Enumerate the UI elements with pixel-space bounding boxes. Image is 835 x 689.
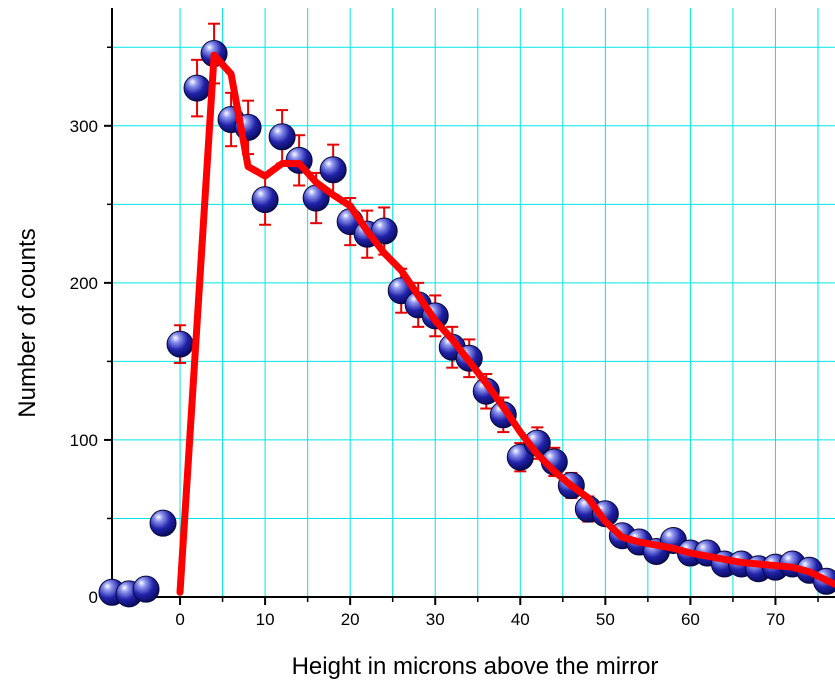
y-tick-label: 100 bbox=[70, 431, 98, 450]
data-point bbox=[268, 123, 296, 151]
x-tick-label: 60 bbox=[681, 610, 700, 629]
fit-line-layer bbox=[176, 51, 835, 596]
fit-line bbox=[176, 51, 835, 596]
data-point bbox=[183, 74, 211, 102]
x-axis-title: Height in microns above the mirror bbox=[292, 653, 659, 680]
x-tick-label: 40 bbox=[511, 610, 530, 629]
data-points bbox=[98, 40, 835, 608]
axes: 0 10 20 30 40 50 60 70 0 100 200 300 bbox=[70, 8, 835, 629]
grid bbox=[112, 8, 835, 597]
x-tick-label: 10 bbox=[256, 610, 275, 629]
x-tick-label: 30 bbox=[426, 610, 445, 629]
x-tick-label: 50 bbox=[596, 610, 615, 629]
x-tick-label: 70 bbox=[766, 610, 785, 629]
data-point bbox=[251, 186, 279, 214]
data-point bbox=[319, 156, 347, 184]
y-tick-label: 300 bbox=[70, 117, 98, 136]
data-point bbox=[149, 509, 177, 537]
y-tick-label: 0 bbox=[89, 588, 98, 607]
data-point bbox=[132, 575, 160, 603]
y-tick-label: 200 bbox=[70, 274, 98, 293]
x-tick-label: 0 bbox=[175, 610, 184, 629]
y-axis-title: Number of counts bbox=[14, 228, 41, 417]
x-tick-label: 20 bbox=[341, 610, 360, 629]
error-bars bbox=[106, 22, 833, 598]
data-point bbox=[166, 330, 194, 358]
